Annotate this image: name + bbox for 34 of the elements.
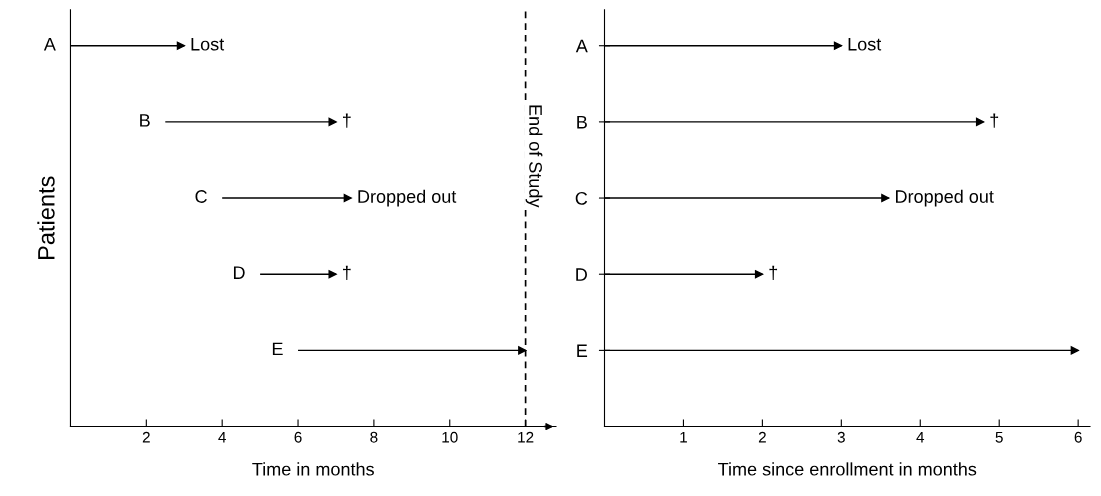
x-tick-label: 3 [837, 431, 845, 443]
annotation: † [343, 113, 351, 128]
y-tick-label: E [577, 344, 588, 357]
y-tick-label: B [577, 116, 587, 129]
category-label: B [140, 114, 150, 127]
x-tick-label: 6 [1074, 431, 1082, 443]
annotation: † [769, 265, 778, 281]
x-tick-label: 4 [218, 431, 226, 443]
x-tick-label: 5 [995, 431, 1003, 443]
x-tick-label: 10 [442, 431, 458, 443]
x-tick-label: 6 [294, 431, 302, 443]
category-label: A [43, 37, 56, 51]
annotation: Lost [191, 37, 225, 51]
y-tick-label: D [576, 268, 587, 281]
x-axis-title: Time since enrollment in months [718, 462, 977, 476]
x-axis-title: Time in months [252, 462, 374, 476]
annotation: Dropped out [358, 189, 457, 207]
annotation: † [343, 265, 351, 281]
category-label: E [272, 342, 283, 356]
y-tick-label: A [575, 39, 588, 53]
ref-line-label: End of Study [525, 105, 543, 208]
annotation: † [990, 113, 999, 128]
annotation: Dropped out [896, 189, 994, 207]
category-label: D [233, 266, 245, 279]
y-axis-title: Patients [37, 176, 55, 259]
annotation: Lost [848, 37, 882, 51]
category-label: C [195, 190, 207, 203]
x-tick-label: 12 [518, 431, 534, 443]
y-tick-label: C [575, 191, 588, 205]
x-tick-label: 2 [142, 431, 150, 443]
x-tick-label: 1 [680, 431, 687, 443]
x-tick-label: 4 [916, 431, 925, 443]
x-tick-label: 8 [370, 431, 378, 443]
x-tick-label: 2 [758, 431, 766, 443]
